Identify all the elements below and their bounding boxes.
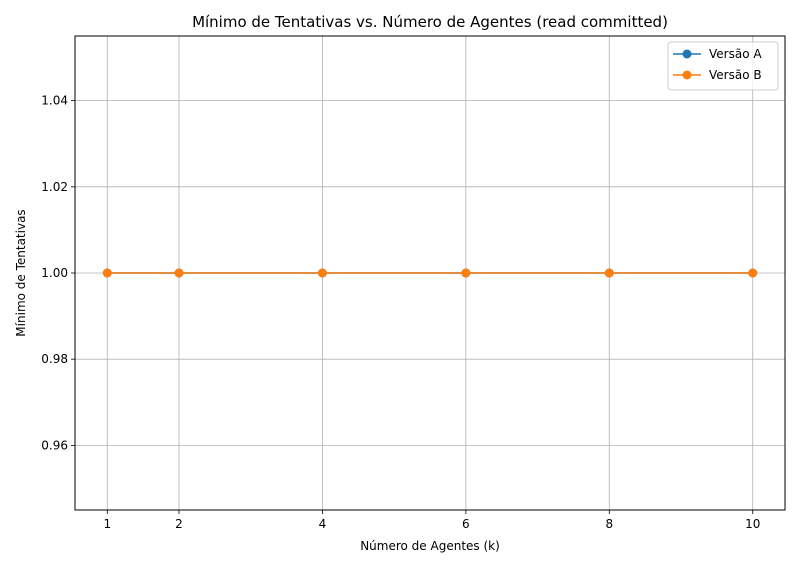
data-point (174, 268, 184, 278)
y-axis-title: Mínimo de Tentativas (14, 209, 28, 336)
x-tick-label: 10 (745, 517, 760, 531)
series-layer (102, 268, 758, 278)
legend-label: Versão B (709, 68, 762, 82)
legend-label: Versão A (709, 47, 762, 61)
y-tick-label: 1.00 (41, 266, 68, 280)
x-axis-title: Número de Agentes (k) (360, 539, 500, 553)
y-tick-label: 1.02 (41, 180, 68, 194)
legend-item: Versão B (673, 68, 762, 82)
data-point (748, 268, 758, 278)
x-tick-label: 4 (319, 517, 327, 531)
data-point (102, 268, 112, 278)
data-point (461, 268, 471, 278)
y-axis-ticks: 0.96 0.98 1.00 1.02 1.04 (41, 94, 75, 452)
x-tick-label: 8 (605, 517, 613, 531)
x-tick-label: 1 (103, 517, 111, 531)
legend-item: Versão A (673, 47, 762, 61)
x-tick-label: 2 (175, 517, 183, 531)
x-axis-ticks: 1 2 4 6 8 10 (103, 510, 760, 531)
y-tick-label: 0.98 (41, 352, 68, 366)
x-tick-label: 6 (462, 517, 470, 531)
data-point (317, 268, 327, 278)
data-point (604, 268, 614, 278)
legend-marker (682, 70, 692, 80)
y-tick-label: 0.96 (41, 438, 68, 452)
chart-title: Mínimo de Tentativas vs. Número de Agent… (192, 13, 668, 31)
legend: Versão A Versão B (667, 41, 779, 91)
y-tick-label: 1.04 (41, 94, 68, 108)
legend-marker (682, 49, 692, 59)
series-vers-o-b (102, 268, 758, 278)
